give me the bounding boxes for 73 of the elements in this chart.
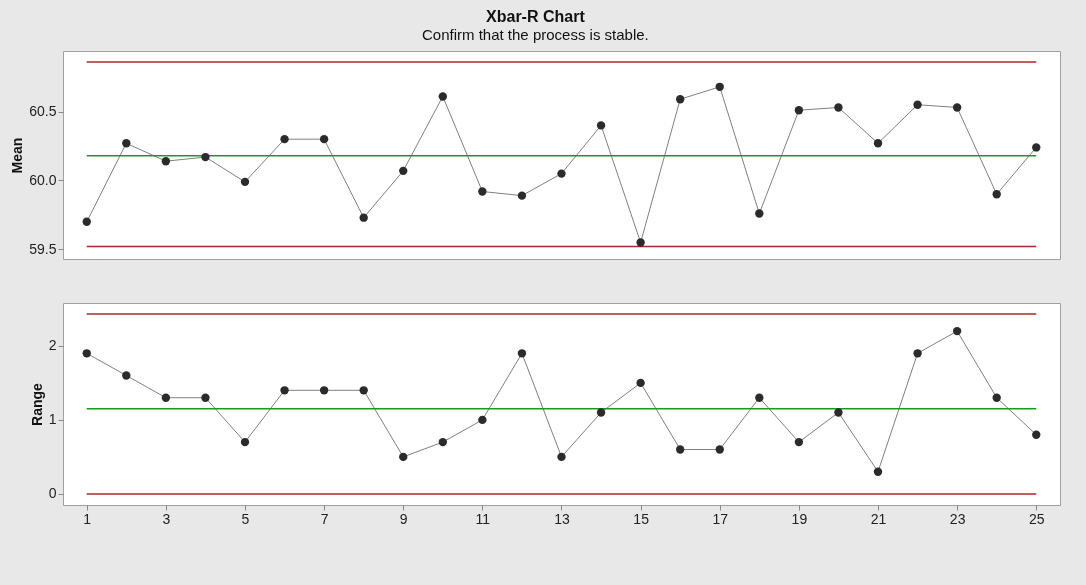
point xyxy=(557,452,566,462)
x-tick-label: 11 xyxy=(475,510,491,527)
point xyxy=(359,386,368,395)
x-tick-label: 9 xyxy=(399,510,408,527)
x-tick-label: 19 xyxy=(791,510,808,527)
point xyxy=(478,187,487,196)
point xyxy=(992,393,1001,402)
point xyxy=(873,139,883,148)
chart-subtitle: Confirm that the process is stable. xyxy=(421,25,649,43)
point xyxy=(834,408,843,417)
point xyxy=(557,169,566,178)
point xyxy=(122,139,131,148)
point xyxy=(161,157,171,166)
point xyxy=(715,82,724,91)
y-tick-label: 0 xyxy=(48,485,57,502)
point xyxy=(676,95,685,104)
y-tick-label: 59.5 xyxy=(29,240,57,257)
point xyxy=(359,213,368,222)
point xyxy=(82,349,91,358)
y-tick-label: 60.0 xyxy=(29,171,57,188)
y-tick-label: 60.5 xyxy=(29,103,57,120)
point xyxy=(82,217,91,226)
point xyxy=(280,386,289,395)
point xyxy=(438,437,447,447)
x-tick-label: 7 xyxy=(320,510,329,527)
y-tick-label: 2 xyxy=(48,337,57,354)
x-tick-label: 3 xyxy=(162,510,171,527)
point xyxy=(755,209,764,218)
point xyxy=(913,349,922,358)
point xyxy=(399,166,408,176)
point xyxy=(794,437,804,447)
y-axis-title: Range xyxy=(28,382,45,426)
x-tick-label: 1 xyxy=(83,510,92,527)
x-tick-label: 5 xyxy=(241,510,250,527)
point xyxy=(794,106,804,115)
point xyxy=(517,191,527,200)
point xyxy=(636,238,645,247)
point xyxy=(873,467,883,476)
point xyxy=(992,190,1001,199)
point xyxy=(952,326,962,336)
point xyxy=(122,371,131,380)
point xyxy=(755,393,764,402)
point xyxy=(596,408,606,417)
point xyxy=(952,103,962,112)
point xyxy=(676,445,685,454)
y-axis-title: Mean xyxy=(9,137,26,174)
point xyxy=(201,393,210,402)
point xyxy=(596,121,606,130)
point xyxy=(913,100,922,109)
x-tick-label: 25 xyxy=(1028,510,1045,527)
x-tick-label: 23 xyxy=(949,510,966,527)
point xyxy=(517,349,527,358)
point xyxy=(715,445,724,454)
point xyxy=(161,393,171,402)
point xyxy=(1032,430,1041,439)
point xyxy=(240,437,250,447)
point xyxy=(636,378,645,388)
chart-title: Xbar-R Chart xyxy=(486,7,586,25)
point xyxy=(319,134,329,144)
x-tick-label: 17 xyxy=(712,510,729,527)
point xyxy=(201,152,210,162)
point xyxy=(478,415,487,425)
point xyxy=(834,103,843,112)
x-tick-label: 13 xyxy=(554,510,570,527)
point xyxy=(438,92,447,101)
point xyxy=(399,452,408,462)
x-tick-label: 21 xyxy=(870,510,887,527)
point xyxy=(319,386,329,395)
x-tick-label: 15 xyxy=(633,510,650,527)
point xyxy=(1032,143,1041,152)
point xyxy=(280,134,289,144)
point xyxy=(240,177,250,187)
y-tick-label: 1 xyxy=(48,411,57,428)
